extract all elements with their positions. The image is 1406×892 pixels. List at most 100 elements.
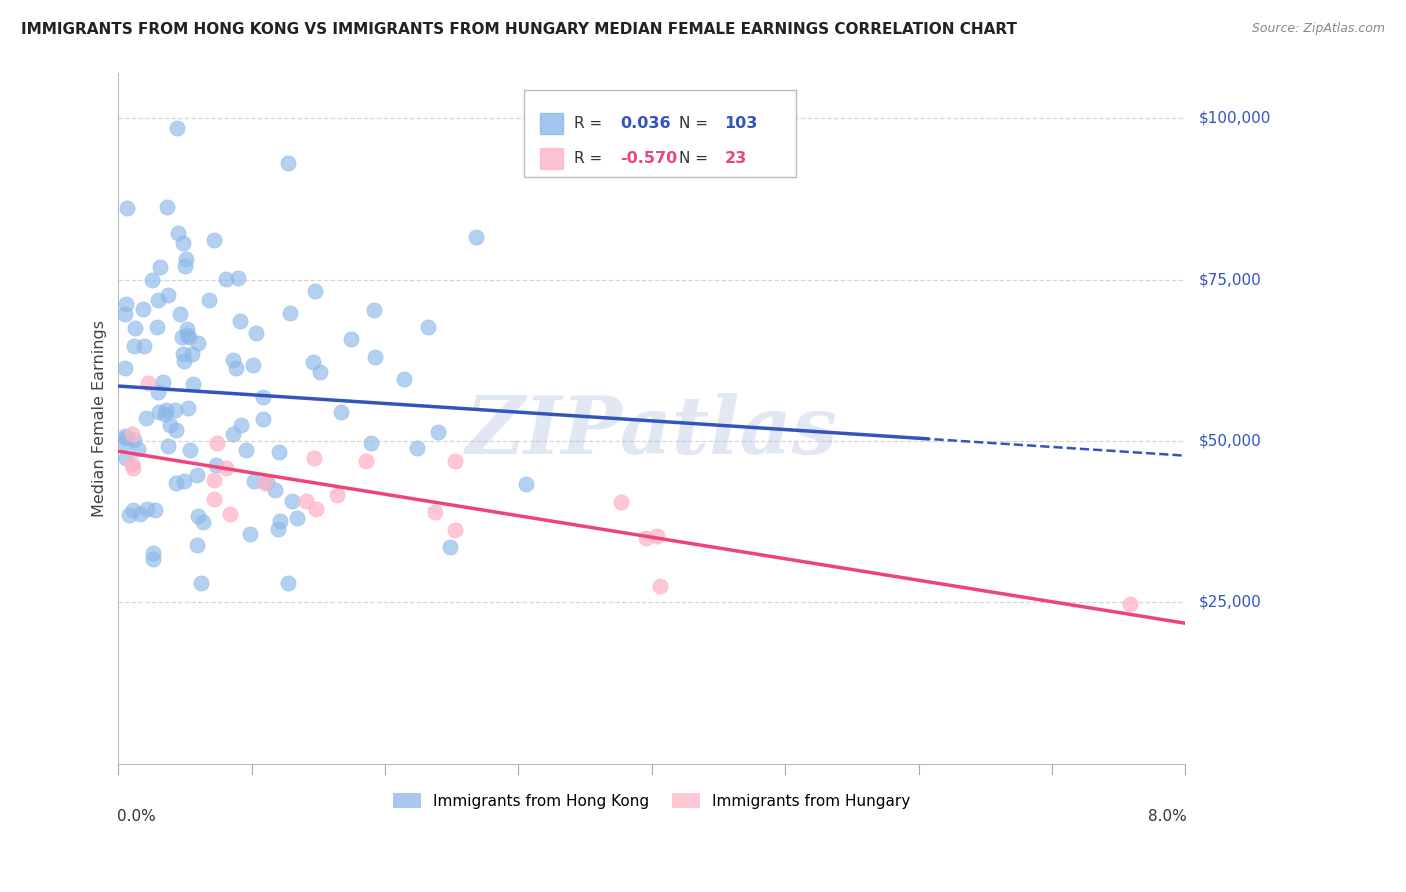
Point — [173, 475, 195, 489]
Point — [263, 483, 285, 497]
Point — [128, 507, 150, 521]
Point — [277, 576, 299, 591]
Point — [176, 328, 198, 343]
Point — [444, 454, 467, 468]
Text: IMMIGRANTS FROM HONG KONG VS IMMIGRANTS FROM HUNGARY MEDIAN FEMALE EARNINGS CORR: IMMIGRANTS FROM HONG KONG VS IMMIGRANTS … — [21, 22, 1017, 37]
Point — [114, 431, 136, 445]
Text: 0.036: 0.036 — [620, 116, 671, 131]
Point — [114, 436, 136, 450]
Point — [159, 418, 181, 433]
Point — [143, 502, 166, 516]
Point — [121, 461, 143, 475]
Point — [305, 501, 328, 516]
Text: 8.0%: 8.0% — [1147, 809, 1187, 823]
Point — [156, 200, 179, 214]
Text: 23: 23 — [724, 152, 747, 166]
Bar — [540, 148, 564, 169]
Point — [302, 450, 325, 465]
Text: $50,000: $50,000 — [1199, 434, 1261, 449]
Point — [179, 329, 201, 343]
Point — [229, 314, 252, 328]
FancyBboxPatch shape — [524, 90, 796, 177]
Text: -0.570: -0.570 — [620, 152, 678, 166]
Text: N =: N = — [679, 152, 707, 166]
Point — [439, 541, 461, 555]
Point — [136, 502, 159, 516]
Point — [190, 576, 212, 591]
Point — [277, 156, 299, 170]
Point — [122, 433, 145, 447]
Point — [146, 293, 169, 307]
Point — [170, 330, 193, 344]
Point — [127, 442, 149, 457]
Point — [172, 235, 194, 250]
Point — [235, 442, 257, 457]
Point — [254, 475, 277, 490]
Point — [155, 402, 177, 417]
Point — [181, 377, 204, 392]
Point — [176, 322, 198, 336]
Point — [142, 552, 165, 566]
Bar — [540, 113, 564, 135]
Point — [634, 531, 657, 545]
Point — [225, 360, 247, 375]
Point — [308, 366, 330, 380]
Point — [173, 259, 195, 273]
Text: R =: R = — [574, 116, 602, 131]
Point — [153, 407, 176, 421]
Point — [295, 493, 318, 508]
Point — [174, 252, 197, 267]
Point — [202, 473, 225, 487]
Point — [165, 475, 187, 490]
Point — [142, 546, 165, 560]
Point — [149, 260, 172, 274]
Point — [269, 444, 291, 458]
Point — [202, 491, 225, 506]
Point — [186, 538, 208, 552]
Point — [165, 403, 187, 417]
Text: 0.0%: 0.0% — [117, 809, 156, 823]
Point — [242, 358, 264, 372]
Point — [181, 347, 204, 361]
Text: R =: R = — [574, 152, 602, 166]
Point — [252, 390, 274, 404]
Point — [427, 425, 450, 439]
Point — [121, 457, 143, 471]
Point — [156, 288, 179, 302]
Point — [1119, 597, 1142, 611]
Point — [326, 488, 349, 502]
Point — [222, 427, 245, 442]
Point — [124, 320, 146, 334]
Point — [205, 458, 228, 472]
Point — [114, 361, 136, 376]
Point — [340, 332, 363, 346]
Point — [222, 353, 245, 368]
Point — [176, 401, 198, 415]
Point — [218, 507, 240, 521]
Point — [406, 441, 429, 455]
Point — [173, 353, 195, 368]
Point — [266, 522, 288, 536]
Point — [363, 303, 385, 318]
Point — [515, 477, 537, 491]
Point — [252, 412, 274, 426]
Text: Source: ZipAtlas.com: Source: ZipAtlas.com — [1251, 22, 1385, 36]
Point — [226, 271, 249, 285]
Point — [114, 428, 136, 442]
Point — [202, 233, 225, 247]
Point — [115, 450, 138, 465]
Point — [229, 418, 252, 433]
Point — [186, 336, 208, 351]
Point — [114, 307, 136, 321]
Point — [243, 474, 266, 488]
Point — [132, 301, 155, 316]
Point — [443, 523, 465, 537]
Point — [280, 306, 302, 320]
Point — [166, 121, 188, 136]
Point — [360, 435, 382, 450]
Point — [269, 514, 291, 528]
Text: $75,000: $75,000 — [1199, 272, 1261, 287]
Point — [166, 227, 188, 241]
Text: ZIPatlas: ZIPatlas — [465, 393, 838, 471]
Point — [205, 435, 228, 450]
